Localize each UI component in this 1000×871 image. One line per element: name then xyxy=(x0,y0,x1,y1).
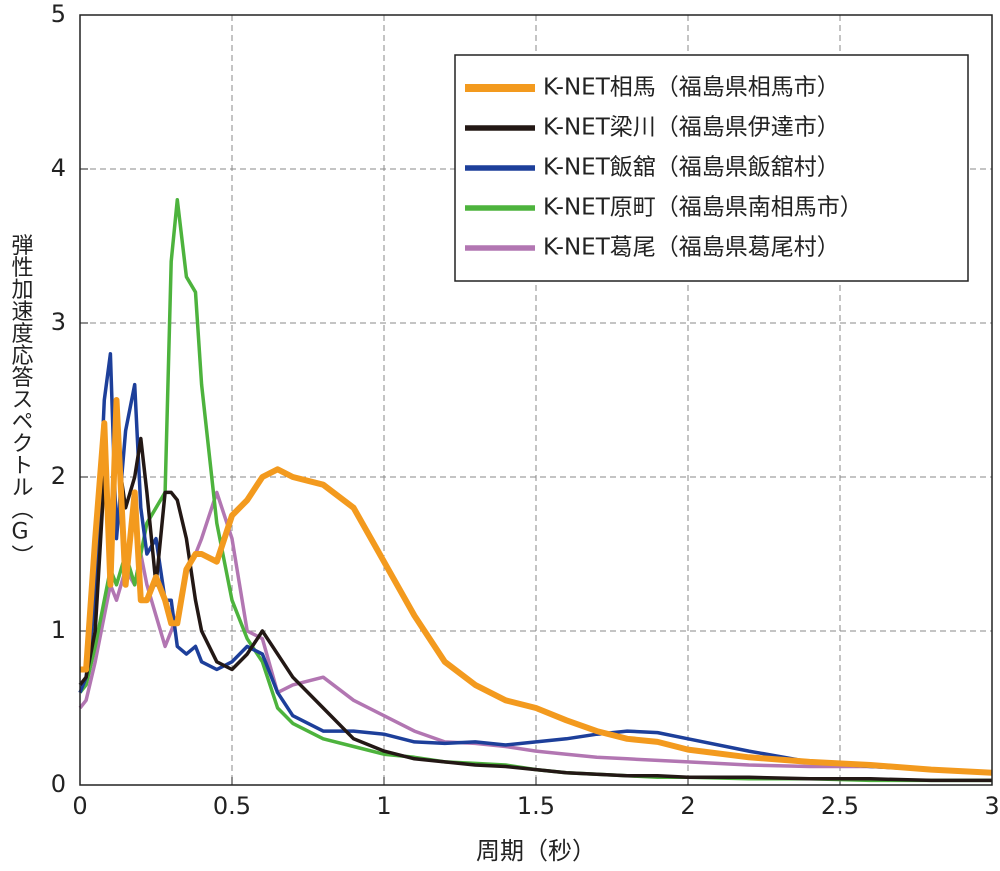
x-tick-label: 0.5 xyxy=(213,792,251,820)
x-tick-label: 1 xyxy=(376,792,391,820)
y-tick-label: 5 xyxy=(51,0,66,28)
plot-frame xyxy=(79,14,993,786)
y-tick-label: 2 xyxy=(51,462,66,490)
y-tick-label: 4 xyxy=(51,154,66,182)
legend-label: K-NET飯舘（福島県飯舘村） xyxy=(543,155,840,181)
x-tick-label: 2 xyxy=(680,792,695,820)
x-tick-label: 1.5 xyxy=(517,792,555,820)
series-line xyxy=(78,352,993,775)
x-tick-label: 3 xyxy=(984,792,999,820)
legend-label: K-NET相馬（福島県相馬市） xyxy=(543,75,840,101)
series-line xyxy=(78,436,992,783)
series-line xyxy=(80,397,993,776)
y-tick-label: 1 xyxy=(51,616,66,644)
x-axis-label: 周期（秒） xyxy=(476,837,596,865)
y-tick-label: 0 xyxy=(51,770,66,798)
legend-box xyxy=(454,54,969,282)
legend-label: K-NET梁川（福島県伊達市） xyxy=(543,115,840,141)
x-tick-label: 2.5 xyxy=(821,792,859,820)
x-tick-label: 0 xyxy=(72,792,87,820)
legend-label: K-NET原町（福島県南相馬市） xyxy=(543,195,863,221)
y-tick-label: 3 xyxy=(51,308,66,336)
legend: K-NET相馬（福島県相馬市） K-NET梁川（福島県伊達市） K-NET飯舘（福島… xyxy=(454,54,969,282)
legend-label: K-NET葛尾（福島県葛尾村） xyxy=(543,235,840,261)
y-axis-label: 弾性加速度応答スペクトル（G） xyxy=(8,234,34,567)
